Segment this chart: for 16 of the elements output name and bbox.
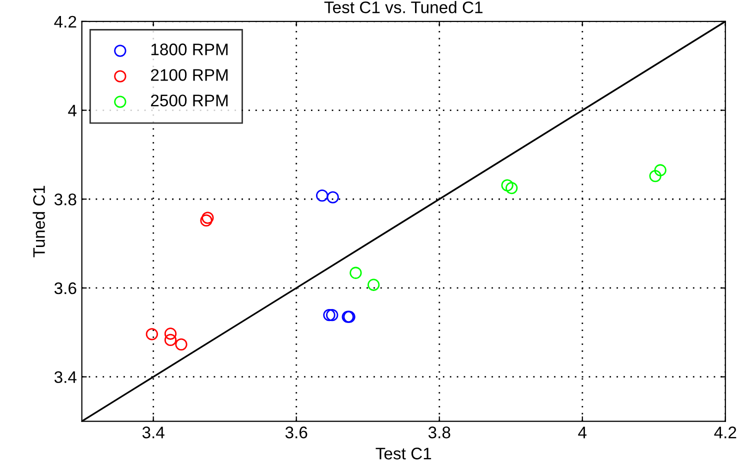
y-tick-label: 3.4 [54, 371, 76, 384]
legend-label: 1800 RPM [151, 44, 228, 56]
x-tick-label: 4.2 [714, 426, 736, 438]
x-tick-label: 4 [578, 426, 587, 438]
y-axis-title: Tuned C1 [32, 186, 45, 258]
legend-label: 2100 RPM [151, 69, 228, 81]
x-axis-title: Test C1 [376, 448, 432, 460]
chart-title: Test C1 vs. Tuned C1 [324, 1, 482, 14]
x-tick-label: 3.6 [285, 426, 308, 438]
legend-label: 2500 RPM [151, 94, 228, 106]
x-tick-label: 3.8 [428, 426, 450, 438]
y-tick-label: 4.2 [54, 16, 76, 28]
y-tick-label: 3.8 [54, 194, 76, 206]
y-tick-label: 4 [68, 104, 76, 116]
x-tick-label: 3.4 [142, 426, 164, 438]
y-tick-label: 3.6 [54, 282, 76, 294]
